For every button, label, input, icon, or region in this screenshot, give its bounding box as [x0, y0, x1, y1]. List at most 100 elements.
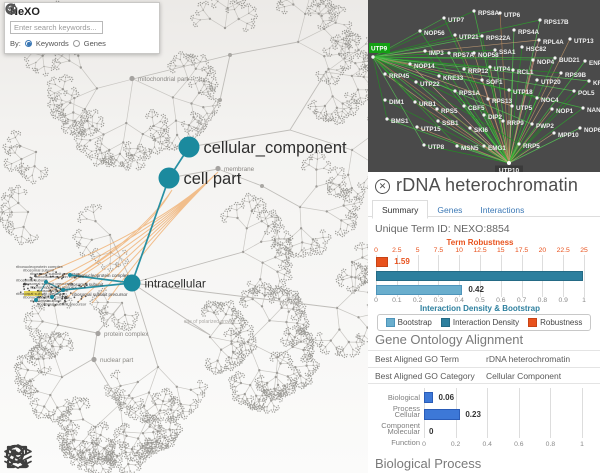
gene-node-RPS8A[interactable]: RPS8A: [472, 9, 499, 17]
gene-node-RPS7A[interactable]: RPS7A: [447, 51, 474, 59]
gene-node-URB1[interactable]: URB1: [413, 100, 437, 108]
term-node-cellular-component[interactable]: cellular_component: [178, 136, 348, 158]
gene-network-graph[interactable]: UTP7 RPS8A UTP6 RPS17B NOP56 UTP21 RPS22A RPS4A…: [368, 0, 600, 172]
gene-node-KRR1[interactable]: KRR1: [587, 79, 600, 87]
gene-node-UTP15[interactable]: UTP15: [415, 125, 441, 133]
gene-node-ENP1[interactable]: ENP1: [583, 59, 600, 67]
gene-node-HSC82[interactable]: HSC82: [520, 45, 547, 53]
gene-node-RRP9[interactable]: RRP9: [501, 119, 524, 127]
gene-node-POL5[interactable]: POL5: [572, 89, 595, 97]
top-axis-tick: 22.5: [556, 247, 570, 254]
gene-node-UTP20[interactable]: UTP20: [535, 78, 561, 86]
gene-node-NAN1[interactable]: NAN1: [581, 106, 600, 114]
gene-node-UTP18[interactable]: UTP18: [507, 88, 533, 96]
gene-node-UTP5[interactable]: UTP5: [510, 104, 533, 112]
tab-genes[interactable]: Genes: [437, 205, 463, 215]
gene-node-RRP45[interactable]: RRP45: [383, 72, 410, 80]
gene-node-RRP5[interactable]: RRP5: [517, 142, 540, 150]
gene-node-SOF1[interactable]: SOF1: [480, 78, 503, 86]
gene-node-KRE33[interactable]: KRE33: [437, 74, 464, 82]
gene-node-RPS9B[interactable]: RPS9B: [559, 71, 586, 79]
tab-interactions[interactable]: Interactions: [480, 205, 525, 215]
gene-node-UTP4[interactable]: UTP4: [488, 65, 511, 73]
gene-node-MPP10[interactable]: MPP10: [552, 131, 579, 139]
radio-genes[interactable]: [72, 40, 80, 47]
gene-node-UTP7[interactable]: UTP7: [442, 16, 465, 24]
radio-keywords[interactable]: [24, 40, 32, 47]
gene-node-UTP22[interactable]: UTP22: [414, 80, 440, 88]
radio-genes-label[interactable]: Genes: [83, 39, 106, 48]
term-node[interactable]: [91, 356, 97, 363]
svg-text:ribonucleoprotein complex: ribonucleoprotein complex: [30, 284, 77, 289]
gene-node-RPS13[interactable]: RPS13: [486, 97, 512, 105]
gene-node-CBF5[interactable]: CBF5: [462, 104, 485, 112]
term-node[interactable]: [215, 165, 221, 172]
svg-text:UTP8: UTP8: [428, 144, 445, 151]
zoom-out-button[interactable]: [5, 442, 62, 472]
gene-node-RPS17B[interactable]: RPS17B: [538, 18, 569, 26]
cluster-term-label[interactable]: ribonucleoprotein complex: [76, 273, 129, 278]
legend-item-interaction-density: Interaction Density: [440, 318, 519, 327]
term-label[interactable]: mitochondrial part: [138, 76, 188, 83]
gene-node-NOP56[interactable]: NOP56: [418, 29, 445, 37]
gene-node-SSA1[interactable]: SSA1: [493, 48, 516, 56]
gene-node-RPS1A[interactable]: RPS1A: [453, 89, 480, 97]
close-icon[interactable]: ✕: [375, 179, 390, 194]
gene-node-PWP2[interactable]: PWP2: [530, 122, 554, 130]
term-node-intracellular[interactable]: intracellular: [123, 274, 206, 292]
gene-network-panel[interactable]: UTP7 RPS8A UTP6 RPS17B NOP56 UTP21 RPS22A RPS4A…: [368, 0, 600, 172]
gene-node-BUD21[interactable]: BUD21: [553, 56, 580, 64]
gene-node-NOP58[interactable]: NOP58: [472, 51, 499, 59]
term-label[interactable]: nuclear part: [100, 357, 134, 364]
gene-node-RPS22A[interactable]: RPS22A: [480, 34, 511, 42]
cluster-term-label[interactable]: ribosomal subunit: [68, 282, 104, 287]
bar-cellular-component: [424, 409, 461, 420]
gene-node-UTP10-hub[interactable]: UTP10: [495, 161, 523, 172]
gene-node-MSN5[interactable]: MSN5: [455, 144, 479, 152]
gene-node-NOP1[interactable]: NOP1: [550, 107, 574, 115]
term-label[interactable]: site of polarized growth: [184, 319, 236, 325]
term-node-cell-part[interactable]: cell part: [158, 167, 242, 189]
gene-node-RPS5[interactable]: RPS5: [435, 107, 458, 115]
fit-screen-button[interactable]: [6, 442, 92, 472]
gene-node-SKI6[interactable]: SKI6: [468, 126, 488, 134]
gene-node-DIM1[interactable]: DIM1: [383, 98, 405, 106]
layers-button[interactable]: [4, 442, 184, 472]
gene-node-NOP6[interactable]: NOP6: [578, 126, 600, 134]
collapse-chevrons-button[interactable]: [7, 442, 118, 472]
gene-node-BMS1[interactable]: BMS1: [385, 117, 409, 125]
gene-node-EMG1[interactable]: EMG1: [482, 144, 506, 152]
search-input[interactable]: [10, 21, 103, 34]
legend-swatch: [440, 318, 450, 327]
gene-node-IMP3[interactable]: IMP3: [423, 49, 444, 57]
gene-node-RRP12[interactable]: RRP12: [462, 67, 489, 75]
gene-node-UTP6[interactable]: UTP6: [498, 11, 521, 19]
bar-value: 1.59: [394, 257, 410, 266]
search-icon[interactable]: [5, 3, 116, 34]
gene-node-SSB1[interactable]: SSB1: [436, 119, 459, 127]
cluster-term-label[interactable]: ribosomal subunit precursor: [72, 292, 128, 297]
refresh-icon[interactable]: [6, 3, 129, 34]
gene-node-RPL4A[interactable]: RPL4A: [537, 38, 564, 46]
term-node[interactable]: [129, 75, 135, 82]
radio-keywords-label[interactable]: Keywords: [35, 39, 69, 48]
help-icon[interactable]: ?: [5, 3, 142, 34]
gene-node-UTP21[interactable]: UTP21: [453, 33, 479, 41]
gene-node-UTP8[interactable]: UTP8: [422, 143, 445, 151]
term-label[interactable]: protein complex: [104, 331, 149, 338]
gene-node-UTP13[interactable]: UTP13: [568, 37, 594, 45]
gene-node-RCL1[interactable]: RCL1: [511, 68, 534, 76]
gene-node-RPS4A[interactable]: RPS4A: [512, 28, 539, 36]
term-label[interactable]: membrane: [224, 166, 255, 173]
ontology-canvas[interactable]: ribonucleoprotein complex ribosomal subun…: [0, 0, 368, 473]
gene-node-UTP9-selected[interactable]: UTP9: [369, 43, 390, 59]
gene-node-NOP14[interactable]: NOP14: [408, 62, 435, 70]
term-node[interactable]: [95, 330, 101, 337]
gene-node-NOC4[interactable]: NOC4: [535, 96, 559, 104]
gene-node-DIP2[interactable]: DIP2: [482, 113, 502, 121]
chevron-down-icon[interactable]: [6, 5, 154, 34]
gene-node-NOP4[interactable]: NOP4: [531, 58, 555, 66]
tab-summary[interactable]: Summary: [372, 200, 429, 219]
